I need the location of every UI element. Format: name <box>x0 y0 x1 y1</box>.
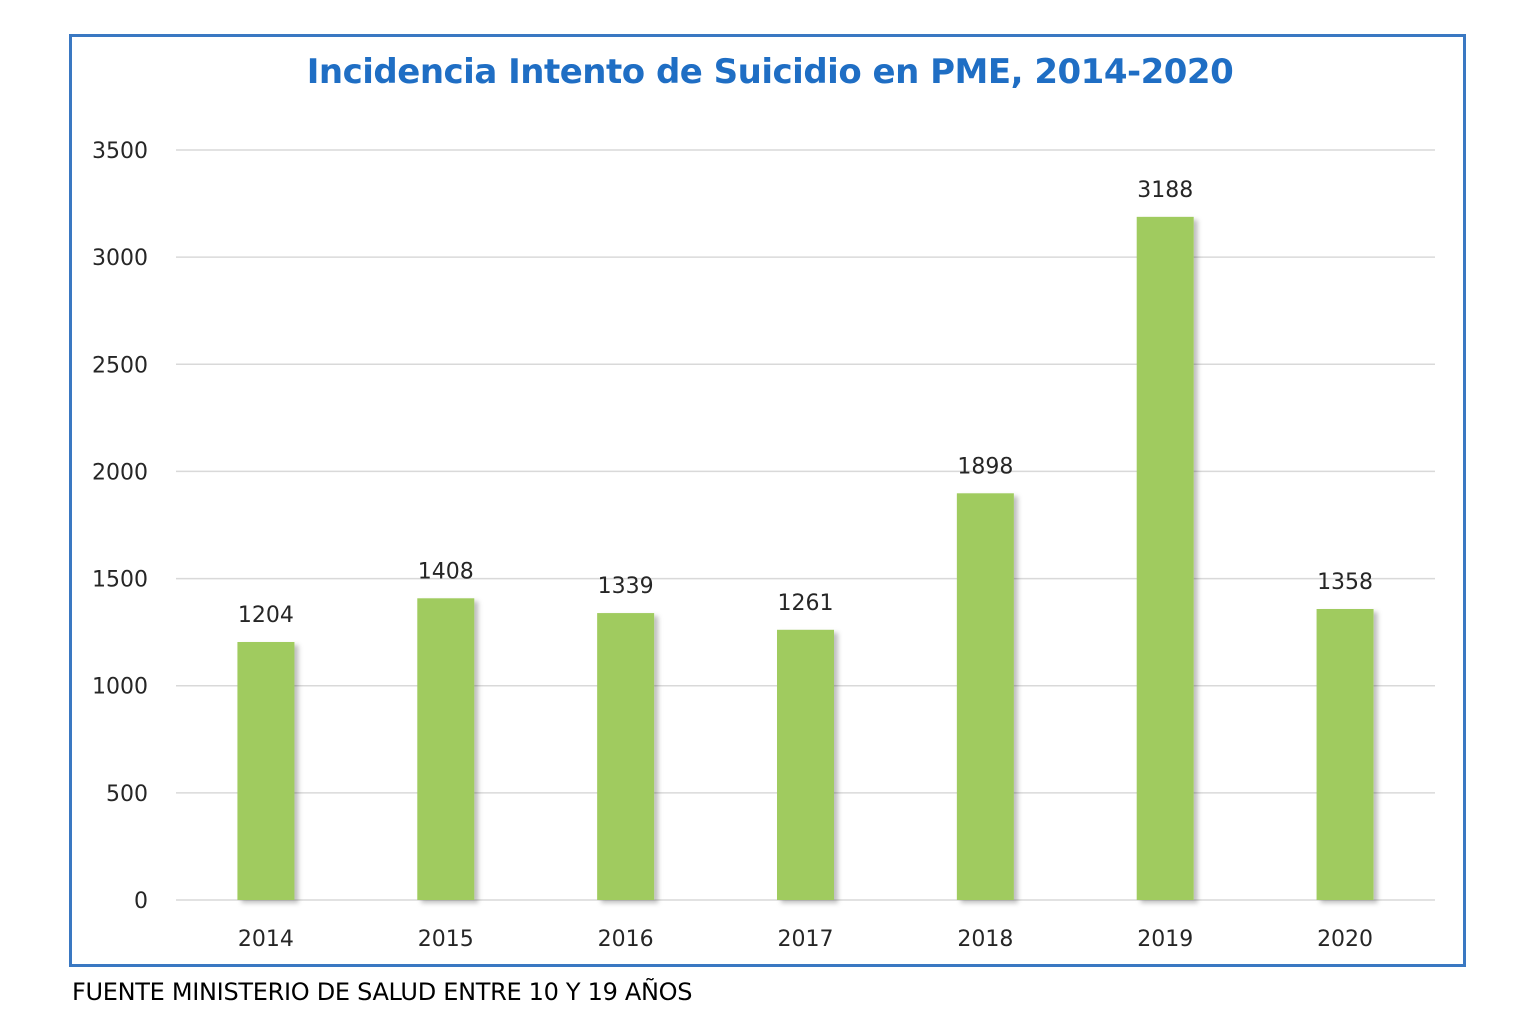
y-tick-label: 3000 <box>92 246 148 271</box>
bar-2016 <box>597 613 655 900</box>
y-tick-label: 1500 <box>92 568 148 593</box>
bar-2019 <box>1136 216 1194 900</box>
x-tick-label-2020: 2020 <box>1317 927 1373 952</box>
data-label-2016: 1339 <box>598 574 654 599</box>
data-label-2019: 3188 <box>1137 178 1193 203</box>
bar-2015 <box>417 598 475 900</box>
y-tick-label: 500 <box>106 782 148 807</box>
y-tick-label: 2500 <box>92 353 148 378</box>
bars <box>237 216 1374 900</box>
data-label-2015: 1408 <box>418 559 474 584</box>
x-tick-label-2014: 2014 <box>238 927 294 952</box>
data-label-2020: 1358 <box>1317 570 1373 595</box>
bar-2020 <box>1316 609 1374 900</box>
data-label-2014: 1204 <box>238 603 294 628</box>
x-tick-label-2018: 2018 <box>957 927 1013 952</box>
bar-2017 <box>777 629 834 900</box>
chart-frame <box>69 34 1466 967</box>
chart-title: Incidencia Intento de Suicidio en PME, 2… <box>306 52 1234 92</box>
data-label-2017: 1261 <box>778 591 834 616</box>
y-tick-label: 3500 <box>92 139 148 164</box>
data-label-2018: 1898 <box>957 454 1013 479</box>
y-tick-label: 1000 <box>92 675 148 700</box>
x-tick-label-2017: 2017 <box>778 927 834 952</box>
labels: 0 500 1000 1500 2000 2500 3000 3500 1204 2014 1408… <box>92 139 1373 952</box>
source-note: FUENTE MINISTERIO DE SALUD ENTRE 10 Y 19… <box>72 978 693 1006</box>
bar-2018 <box>956 493 1014 900</box>
x-tick-label-2015: 2015 <box>418 927 474 952</box>
x-tick-label-2019: 2019 <box>1137 927 1193 952</box>
y-tick-label: 0 <box>134 889 148 914</box>
bar-2014 <box>237 642 295 900</box>
y-tick-label: 2000 <box>92 460 148 485</box>
x-tick-label-2016: 2016 <box>598 927 654 952</box>
